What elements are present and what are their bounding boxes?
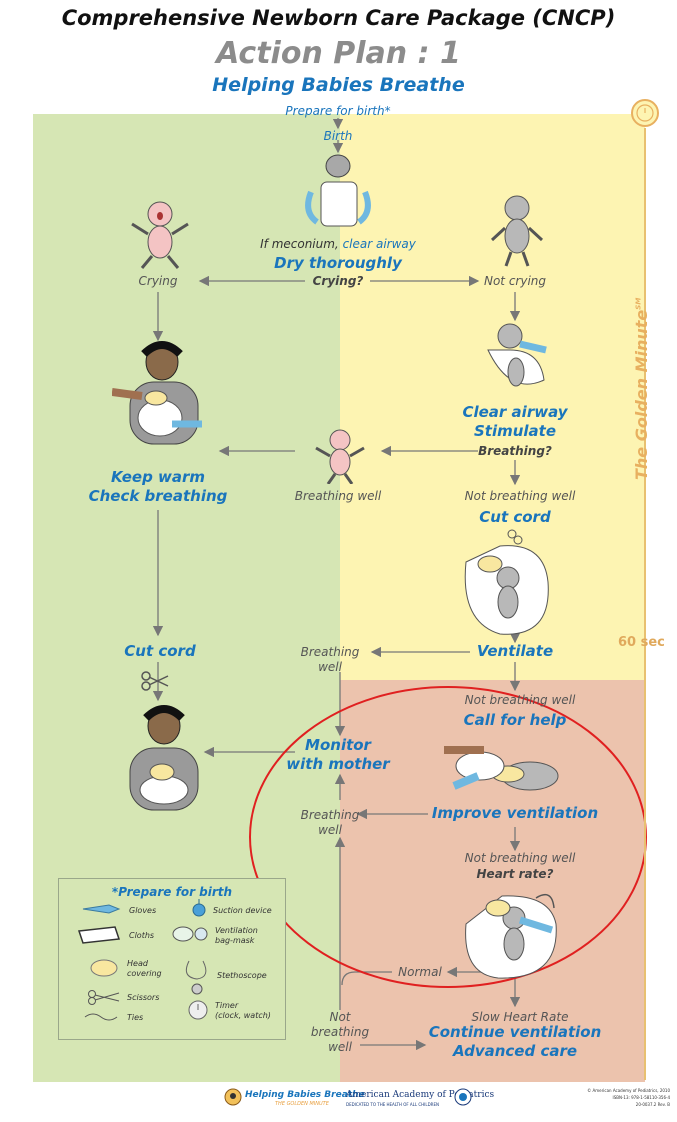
breathing-well-label-3b: well [318,823,342,837]
not-breathing-well-label-3: Not breathing well [464,851,576,865]
keep-warm-label: Keep warm [110,468,206,486]
heart-rate-question: Heart rate? [476,867,554,881]
ventilate-label: Ventilate [476,642,554,660]
clear-airway-label: Clear airway [462,403,568,421]
golden-minute-label: The Golden MinuteSM [632,297,651,480]
red-zone [340,680,645,1082]
page-title: Comprehensive Newborn Care Package (CNCP… [61,6,616,30]
legend-timer-1: Timer [215,1001,239,1010]
birth-label: Birth [323,129,353,143]
legend-head-2: covering [127,969,162,978]
slow-heart-rate-label: Slow Heart Rate [471,1010,569,1024]
suction-device-icon [192,899,206,917]
cloths-icon [77,926,121,944]
legend-title: *Prepare for birth [111,885,233,899]
not-breathing-well-bottom-a: Not [329,1010,351,1024]
breathing-well-label-1: Breathing well [294,489,382,503]
aap-footer-sub: DEDICATED TO THE HEALTH OF ALL CHILDREN [346,1102,439,1107]
legend-ties: Ties [127,1013,144,1022]
breathing-question: Breathing? [478,444,552,458]
clearing-airway-illustration [487,323,547,387]
footer: Helping Babies Breathe THE GOLDEN MINUTE… [0,1088,677,1122]
advanced-care-label: Advanced care [452,1042,578,1060]
page-subtitle: Action Plan : 1 [216,36,461,71]
normal-label: Normal [398,965,442,979]
not-breathing-well-label-2: Not breathing well [464,693,576,707]
breathing-baby-icon [315,429,365,484]
not-breathing-well-bottom-c: well [328,1040,352,1054]
breathing-well-label-3a: Breathing [300,808,360,822]
dry-thoroughly-label: Dry thoroughly [274,254,402,272]
monitor-label: Monitor [305,736,371,754]
improve-ventilation-label: Improve ventilation [431,804,599,822]
prepare-for-birth-legend: *Prepare for birth Gloves Suction device… [58,878,286,1040]
mother-warming-baby-illustration [112,341,202,445]
heart-rate-check-illustration [465,893,557,979]
legend-cloths: Cloths [129,931,155,940]
head-covering-icon [90,959,118,977]
legend-timer-2: (clock, watch) [215,1011,271,1020]
crying-baby-icon [131,201,189,269]
check-breathing-label: Check breathing [88,487,228,505]
legend-head-1: Head [127,959,148,968]
copyright-2: ISBN-13: 978-1-58110-356-4 [612,1095,670,1100]
copyright-1: © American Academy of Pediatrics, 2010 [587,1088,670,1093]
legend-scissors-icon [88,990,120,1005]
legend-gloves: Gloves [129,906,157,915]
legend-scissors: Scissors [127,993,160,1002]
cut-cord-baby-illustration [464,529,549,635]
timer-icon [188,1000,208,1020]
with-mother-label: with mother [286,755,390,773]
not-breathing-well-bottom-b: breathing [310,1025,370,1039]
copyright-3: 20-0037.2 Rev. B [635,1102,670,1107]
prepare-for-birth-label: Prepare for birth* [285,104,391,118]
breathing-well-label-2a: Breathing [300,645,360,659]
continue-ventilation-label: Continue ventilation [428,1023,602,1041]
hbb-footer-sub: THE GOLDEN MINUTE [275,1101,329,1107]
aap-footer-title: American Academy of Pediatrics [346,1090,495,1100]
not-crying-label: Not crying [483,274,547,288]
not-crying-baby-icon [490,195,544,267]
ventilation-bag-icon [172,926,208,942]
mother-with-baby-illustration [129,705,199,811]
aap-seal-icon [454,1088,472,1106]
legend-vent-2: bag-mask [215,936,255,945]
sixty-sec-label: 60 sec [618,635,665,650]
cut-cord-left-label: Cut cord [124,642,196,660]
gloves-icon [82,904,121,914]
legend-vent-1: Ventilation [215,926,258,935]
program-title: Helping Babies Breathe [212,74,465,96]
crying-label: Crying [138,274,178,288]
stethoscope-icon [185,960,207,995]
hbb-logo-icon [224,1088,242,1106]
legend-stethoscope: Stethoscope [217,971,267,980]
breathing-well-label-2b: well [318,660,342,674]
legend-suction: Suction device [213,906,272,915]
not-breathing-well-label-1: Not breathing well [464,489,576,503]
highlight-circle [249,686,647,988]
ties-icon [84,1013,118,1021]
hbb-footer-title: Helping Babies Breathe [245,1090,365,1100]
meconium-label: If meconium, clear airway [260,237,416,251]
call-for-help-label: Call for help [463,711,567,729]
stimulate-label: Stimulate [473,422,557,440]
ventilation-bag-mask-illustration [444,746,559,791]
cut-cord-right-label: Cut cord [479,508,551,526]
crying-question: Crying? [312,274,364,288]
scissors-icon [141,671,169,691]
baby-drying-illustration [305,154,371,227]
